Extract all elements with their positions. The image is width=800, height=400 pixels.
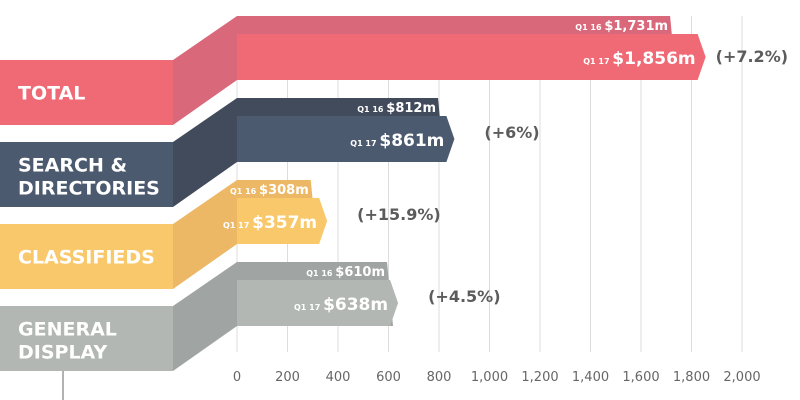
x-tick-label: 800 (427, 370, 452, 385)
category-label: DISPLAY (18, 342, 107, 364)
bar-label-q1-17: Q1 17 $861m (350, 131, 444, 151)
x-tick-label: 1,000 (471, 370, 508, 385)
value: $1,856m (612, 49, 695, 69)
x-tick-label: 200 (275, 370, 300, 385)
bars: TOTAL Q1 16 $1,731m Q1 17 $1,856m (+7.2%) SE… (0, 16, 788, 371)
value: $812m (386, 101, 436, 116)
series-name: Q1 16 (575, 23, 604, 32)
category-label: GENERAL (18, 319, 117, 341)
x-axis-ticks: 0 200 400 600 800 1,000 1,200 1,400 1,600 1,800 2,… (233, 370, 761, 385)
bar-label-q1-16: Q1 16 $1,731m (575, 19, 668, 34)
connector (173, 180, 237, 289)
category-group: TOTAL Q1 16 $1,731m Q1 17 $1,856m (+7.2%) (0, 16, 788, 125)
x-tick-label: 0 (233, 370, 241, 385)
category-label: SEARCH & (18, 155, 127, 177)
x-tick-label: 2,000 (723, 370, 760, 385)
bar-q1-17 (237, 34, 706, 80)
category-label: CLASSIFIEDS (18, 247, 155, 269)
series-name: Q1 16 (230, 187, 259, 196)
x-tick-label: 600 (376, 370, 401, 385)
bar-label-q1-16: Q1 16 $610m (306, 265, 385, 280)
x-tick-label: 1,200 (521, 370, 558, 385)
value: $861m (379, 131, 444, 151)
series-name: Q1 17 (583, 57, 612, 66)
category-label-block (0, 224, 173, 289)
bar-label-q1-16: Q1 16 $812m (357, 101, 436, 116)
category-group: CLASSIFIEDS Q1 16 $308m Q1 17 $357m (+15.9%… (0, 180, 441, 289)
bar-q1-17 (237, 280, 399, 326)
value: $610m (335, 265, 385, 280)
series-name: Q1 17 (350, 139, 379, 148)
change-label: (+15.9%) (357, 205, 441, 224)
bar-label-q1-17: Q1 17 $638m (294, 295, 388, 315)
bar-label-q1-17: Q1 17 $1,856m (583, 49, 695, 69)
x-tick-label: 1,600 (622, 370, 659, 385)
category-label-block (0, 142, 173, 207)
x-tick-label: 400 (326, 370, 351, 385)
category-label: TOTAL (18, 83, 85, 105)
value: $1,731m (604, 19, 668, 34)
connector (173, 16, 237, 125)
bar-q1-17 (237, 116, 455, 162)
series-name: Q1 16 (306, 269, 335, 278)
category-label: DIRECTORIES (18, 178, 160, 200)
bar-label-q1-16: Q1 16 $308m (230, 183, 309, 198)
value: $357m (252, 213, 317, 233)
category-label-block (0, 306, 173, 371)
category-group: SEARCH &DIRECTORIES Q1 16 $812m Q1 17 $861… (0, 98, 540, 207)
x-tick-label: 1,400 (572, 370, 609, 385)
series-name: Q1 16 (357, 105, 386, 114)
value: $638m (323, 295, 388, 315)
change-label: (+6%) (484, 123, 539, 142)
series-name: Q1 17 (223, 221, 252, 230)
bar-label-q1-17: Q1 17 $357m (223, 213, 317, 233)
connector (173, 262, 237, 371)
category-label-block (0, 60, 173, 125)
value: $308m (259, 183, 309, 198)
change-label: (+7.2%) (716, 47, 788, 66)
change-label: (+4.5%) (428, 287, 500, 306)
connector (173, 98, 237, 207)
series-name: Q1 17 (294, 303, 323, 312)
x-tick-label: 1,800 (673, 370, 710, 385)
bar-q1-17 (237, 198, 328, 244)
